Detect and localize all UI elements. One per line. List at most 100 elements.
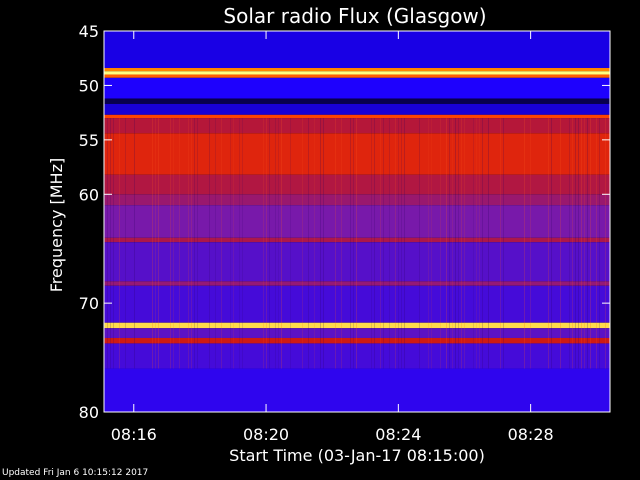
time-streak (551, 118, 552, 369)
time-streak (398, 118, 399, 369)
time-streak (458, 118, 459, 369)
time-streak (473, 118, 474, 369)
frequency-band (104, 71, 610, 75)
time-streak (587, 118, 588, 369)
plot-frame (103, 30, 611, 413)
time-streak (230, 118, 231, 369)
time-streak (179, 118, 180, 369)
time-streak (596, 118, 597, 369)
y-axis-label: Frequency [MHz] (47, 158, 66, 292)
time-streak (401, 118, 402, 369)
time-streak (578, 118, 579, 369)
time-streak (281, 118, 282, 369)
time-streak (107, 118, 108, 369)
y-tick-label: 80 (79, 403, 99, 422)
time-streak (374, 118, 375, 369)
time-streak (455, 118, 456, 369)
time-streak (452, 118, 453, 369)
chart-title: Solar radio Flux (Glasgow) (223, 4, 486, 28)
time-streak (356, 118, 357, 369)
frequency-band (104, 103, 610, 115)
frequency-band (104, 205, 610, 238)
time-streak (188, 118, 189, 369)
time-streak (488, 118, 489, 369)
frequency-band (104, 77, 610, 99)
frequency-band (104, 74, 610, 78)
time-streak (572, 118, 573, 369)
frequency-band (104, 343, 610, 369)
time-streak (152, 118, 153, 369)
time-streak (125, 118, 126, 369)
time-streak (569, 118, 570, 369)
time-streak (302, 118, 303, 369)
time-streak (233, 118, 234, 369)
frequency-band (104, 322, 610, 329)
time-streak (320, 118, 321, 369)
time-streak (155, 118, 156, 369)
time-streak (476, 118, 477, 369)
time-streak (209, 118, 210, 369)
time-streak (221, 118, 222, 369)
frequency-bands (104, 31, 610, 412)
frequency-band (104, 368, 610, 412)
frequency-band (104, 328, 610, 338)
time-streak (350, 118, 351, 369)
x-axis-ticks: 08:16 08:20 08:24 08:28 (111, 31, 554, 444)
time-streak (239, 118, 240, 369)
time-streak (428, 118, 429, 369)
spectrogram-plot-area (104, 31, 610, 412)
time-streak (500, 118, 501, 369)
time-streak (404, 118, 405, 369)
time-streak (524, 118, 525, 369)
y-tick-label: 45 (79, 22, 99, 41)
time-streak (173, 118, 174, 369)
frequency-band (104, 337, 610, 344)
frequency-band (104, 237, 610, 243)
x-tick-label: 08:24 (375, 425, 421, 444)
time-streak (419, 118, 420, 369)
y-tick-label: 70 (79, 294, 99, 313)
y-tick-label: 50 (79, 76, 99, 95)
time-streak (242, 118, 243, 369)
time-streak (431, 118, 432, 369)
time-streak (560, 118, 561, 369)
frequency-band (104, 118, 610, 134)
frequency-band (104, 194, 610, 206)
time-streak (449, 118, 450, 369)
time-streak (197, 118, 198, 369)
time-streak (395, 118, 396, 369)
time-streak (353, 118, 354, 369)
frequency-band (104, 133, 610, 175)
time-streak (440, 118, 441, 369)
time-streak (266, 118, 267, 369)
time-streak (389, 118, 390, 369)
time-streak (464, 118, 465, 369)
frequency-band (104, 242, 610, 282)
x-tick-label: 08:16 (111, 425, 157, 444)
time-streak (263, 118, 264, 369)
time-streak (479, 118, 480, 369)
frequency-band (104, 98, 610, 104)
x-axis-label: Start Time (03-Jan-17 08:15:00) (229, 446, 485, 465)
time-streak (599, 118, 600, 369)
frequency-band (104, 285, 610, 323)
time-streak (548, 118, 549, 369)
time-streak (530, 118, 531, 369)
time-streak (194, 118, 195, 369)
frequency-band (104, 281, 610, 286)
time-streak (323, 118, 324, 369)
time-streak (482, 118, 483, 369)
time-streak (584, 118, 585, 369)
y-tick-label: 60 (79, 185, 99, 204)
time-streak (461, 118, 462, 369)
frequency-band (104, 114, 610, 119)
time-streaks (104, 118, 606, 369)
time-streak (341, 118, 342, 369)
x-tick-label: 08:20 (243, 425, 289, 444)
frequency-band (104, 68, 610, 72)
time-streak (503, 118, 504, 369)
time-streak (275, 118, 276, 369)
time-streak (335, 118, 336, 369)
y-axis-ticks: 45 50 55 60 70 80 (79, 22, 610, 422)
